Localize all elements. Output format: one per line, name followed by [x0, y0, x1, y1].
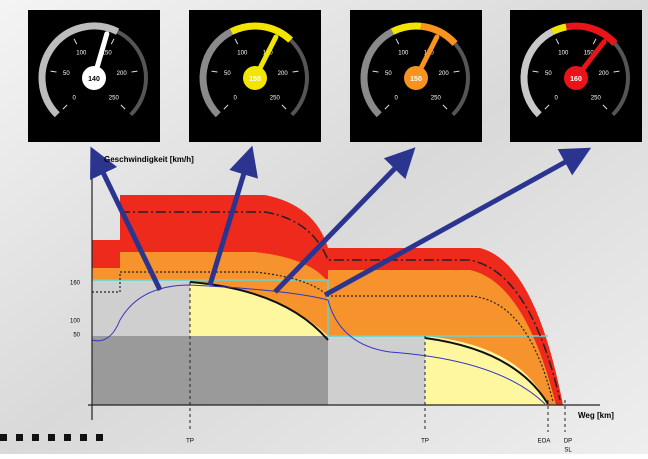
gauge-tick-label: 100	[76, 51, 87, 57]
gauge-tick-label: 250	[270, 95, 281, 101]
gauge-tick-label: 250	[431, 95, 442, 101]
gauge-speed: 140	[88, 76, 100, 83]
speed-gauge: 050100150200250150	[350, 10, 482, 142]
y-axis-label: Geschwindigkeit [km/h]	[104, 155, 194, 164]
x-axis-label: Weg [km]	[578, 411, 614, 420]
gauge-tick-label: 100	[558, 51, 569, 57]
gauge-tick-label: 250	[109, 95, 120, 101]
y-tick-label: 50	[73, 333, 80, 339]
page: Geschwindigkeit [km/h] Weg [km] 160 100 …	[0, 0, 648, 454]
gauge-tick-label: 50	[63, 71, 70, 77]
y-tick-label: 100	[70, 319, 81, 325]
x-marker: DP	[564, 439, 572, 445]
x-marker: SL	[564, 448, 572, 454]
gauge-speed: 160	[570, 76, 582, 83]
gauge-tick-label: 200	[439, 71, 450, 77]
gauge-tick-label: 100	[237, 51, 248, 57]
gauge-speed: 150	[410, 76, 422, 83]
gauge-tick-label: 50	[224, 71, 231, 77]
x-marker: EOA	[538, 439, 551, 445]
gauge-tick-label: 50	[545, 71, 552, 77]
y-tick-label: 160	[70, 281, 81, 287]
gauge-zone	[552, 27, 566, 32]
gauge-tick-label: 100	[398, 51, 409, 57]
gauge-tick-label: 250	[591, 95, 602, 101]
gauge-speed: 150	[249, 76, 261, 83]
x-marker: TP	[421, 439, 429, 445]
speed-gauge: 050100150200250150	[189, 10, 321, 142]
gauge-tick-label: 200	[599, 71, 610, 77]
gauge-tick-label: 200	[117, 71, 128, 77]
dark-zone	[92, 336, 328, 405]
gray-zone	[328, 336, 425, 405]
x-marker: TP	[186, 439, 194, 445]
gauge-tick-label: 200	[278, 71, 289, 77]
gauge-tick-label: 50	[385, 71, 392, 77]
